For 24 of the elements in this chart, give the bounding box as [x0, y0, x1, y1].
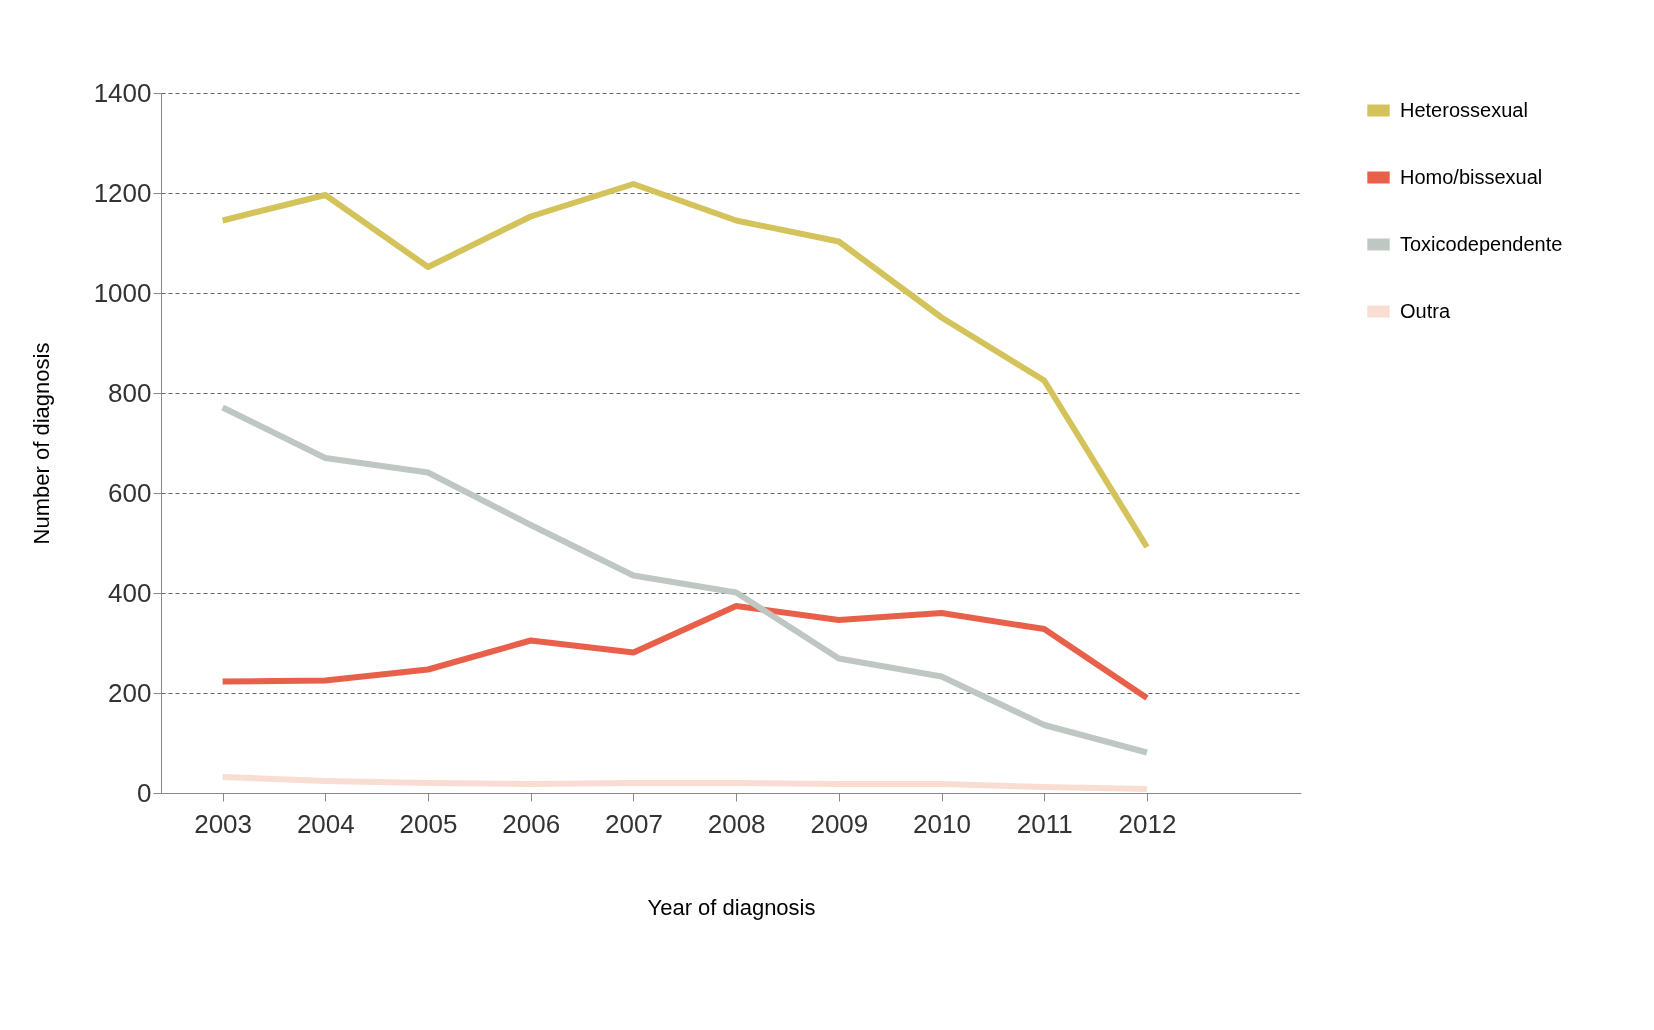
x-tick-label: 2003 — [194, 808, 253, 839]
y-tick-label: 0 — [137, 777, 152, 808]
x-tick-label: 2011 — [1016, 808, 1073, 839]
x-tick-label: 2004 — [296, 808, 355, 839]
y-tick-label: 1200 — [93, 177, 152, 208]
x-tick-label: 2012 — [1118, 808, 1177, 839]
y-tick-label: 800 — [108, 377, 152, 408]
y-axis-title: Number of diagnosis — [28, 342, 54, 545]
y-tick-label: 1000 — [93, 277, 152, 308]
x-tick-label: 2007 — [605, 808, 663, 839]
x-tick-label: 2010 — [913, 808, 971, 839]
x-tick-label: 2005 — [399, 808, 458, 839]
y-tick-label: 600 — [108, 477, 152, 508]
y-tick-label: 400 — [108, 577, 152, 608]
legend-label: Heterossexual — [1400, 98, 1528, 121]
x-tick-label: 2006 — [502, 808, 561, 839]
legend-label: Toxicodependente — [1400, 232, 1563, 255]
y-tick-label: 1400 — [93, 77, 152, 108]
x-axis-title: Year of diagnosis — [647, 894, 816, 920]
x-tick-label: 2008 — [707, 808, 766, 839]
legend-label: Outra — [1400, 299, 1451, 322]
x-tick-label: 2009 — [810, 808, 869, 839]
legend-label: Homo/bissexual — [1400, 165, 1543, 188]
y-tick-label: 200 — [108, 677, 152, 708]
